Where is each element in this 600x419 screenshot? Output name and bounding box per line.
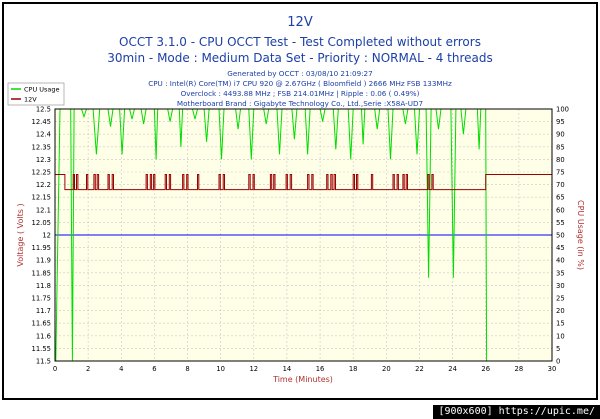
x-tick-label: 10: [216, 365, 225, 373]
y-right-tick-label: 15: [556, 320, 565, 328]
y-left-tick-label: 12.1: [36, 206, 51, 214]
info-generated: Generated by OCCT : 03/08/10 21:09:27: [227, 69, 372, 78]
y-right-tick-label: 35: [556, 269, 565, 277]
legend-box: [7, 82, 65, 106]
y-left-tick-label: 12.15: [32, 194, 51, 202]
y-right-tick-label: 90: [556, 131, 565, 139]
x-tick-label: 18: [349, 365, 358, 373]
legend: CPU Usage 12V: [7, 82, 65, 106]
y-right-tick-label: 40: [556, 257, 565, 265]
y-right-tick-label: 75: [556, 169, 565, 177]
y-right-tick-label: 65: [556, 194, 565, 202]
y-left-tick-label: 12.35: [32, 143, 51, 151]
x-axis-ticks: 0 2 4 6 8 10 12 14 16 18 20 22 24 26 28 30: [53, 365, 556, 373]
y-left-tick-label: 12.2: [36, 181, 51, 189]
y-left-tick-label: 11.6: [36, 332, 51, 340]
y-right-tick-label: 10: [556, 332, 565, 340]
y-right-tick-label: 50: [556, 232, 565, 240]
y-left-tick-label: 11.9: [36, 257, 51, 265]
figure-border: [2, 2, 598, 400]
watermark: [900x600] https://upic.me/: [433, 405, 600, 419]
y-right-tick-label: 100: [556, 106, 569, 114]
info-motherboard: Motherboard Brand : Gigabyte Technology …: [177, 99, 423, 108]
y-left-tick-label: 12.05: [32, 219, 51, 227]
info-overclock: Overclock : 4493.88 MHz ; FSB 214.01MHz …: [181, 89, 420, 98]
y-right-tick-label: 30: [556, 282, 565, 290]
x-tick-label: 12: [249, 365, 258, 373]
x-tick-label: 26: [481, 365, 490, 373]
y-axis-left-ticks: 12.5 12.45 12.4 12.35 12.3 12.25 12.2 12.15 12.1…: [32, 106, 51, 366]
y-right-tick-label: 25: [556, 295, 565, 303]
chart-title: 12V: [287, 15, 313, 30]
y-right-tick-label: 0: [556, 358, 560, 366]
y-left-tick-label: 12.25: [32, 169, 51, 177]
x-tick-label: 16: [316, 365, 325, 373]
x-tick-label: 14: [283, 365, 292, 373]
legend-label-12v: 12V: [24, 96, 37, 104]
x-tick-label: 2: [86, 365, 90, 373]
plot-border: [54, 108, 553, 362]
y-right-tick-label: 70: [556, 181, 565, 189]
chart-subtitle-2: 30min - Mode : Medium Data Set - Priorit…: [107, 51, 493, 65]
y-right-tick-label: 95: [556, 118, 565, 126]
y-left-tick-label: 11.7: [36, 307, 51, 315]
x-tick-label: 22: [415, 365, 424, 373]
x-tick-label: 8: [185, 365, 189, 373]
series-line-12v: [55, 174, 552, 191]
y-left-tick-label: 11.55: [32, 345, 51, 353]
y-axis-right-ticks: 1009590858075706560555045403530252015105…: [556, 106, 569, 366]
x-tick-label: 20: [382, 365, 391, 373]
y-right-tick-label: 80: [556, 156, 565, 164]
x-tick-label: 4: [119, 365, 123, 373]
y-left-tick-label: 12.3: [36, 156, 51, 164]
y-left-tick-label: 11.5: [36, 358, 51, 366]
y-left-tick-label: 12.4: [36, 131, 51, 139]
y-right-tick-label: 60: [556, 206, 565, 214]
x-axis-label: Time (Minutes): [272, 375, 333, 384]
y-left-tick-label: 11.85: [32, 269, 51, 277]
y-left-tick-label: 12.5: [36, 106, 51, 114]
y-right-tick-label: 5: [556, 345, 560, 353]
chart-subtitle-1: OCCT 3.1.0 - CPU OCCT Test - Test Comple…: [119, 35, 481, 49]
x-tick-label: 30: [548, 365, 557, 373]
x-tick-label: 0: [53, 365, 57, 373]
y-left-tick-label: 11.75: [32, 295, 51, 303]
y-left-tick-label: 11.65: [32, 320, 51, 328]
y-axis-right-label: CPU Usage (in %): [576, 200, 585, 270]
legend-label-cpu-usage: CPU Usage: [24, 86, 60, 94]
y-right-tick-label: 45: [556, 244, 565, 252]
y-right-tick-label: 85: [556, 143, 565, 151]
info-cpu: CPU : Intel(R) Core(TM) i7 CPU 920 @ 2.6…: [148, 79, 452, 88]
y-right-tick-label: 20: [556, 307, 565, 315]
x-tick-label: 28: [515, 365, 524, 373]
y-axis-left-label: Voltage ( Volts ): [16, 203, 25, 266]
y-left-tick-label: 11.8: [36, 282, 51, 290]
y-left-tick-label: 12.45: [32, 118, 51, 126]
x-tick-label: 24: [448, 365, 457, 373]
x-tick-label: 6: [152, 365, 156, 373]
y-left-tick-label: 12: [42, 232, 51, 240]
y-left-tick-label: 11.95: [32, 244, 51, 252]
y-right-tick-label: 55: [556, 219, 565, 227]
